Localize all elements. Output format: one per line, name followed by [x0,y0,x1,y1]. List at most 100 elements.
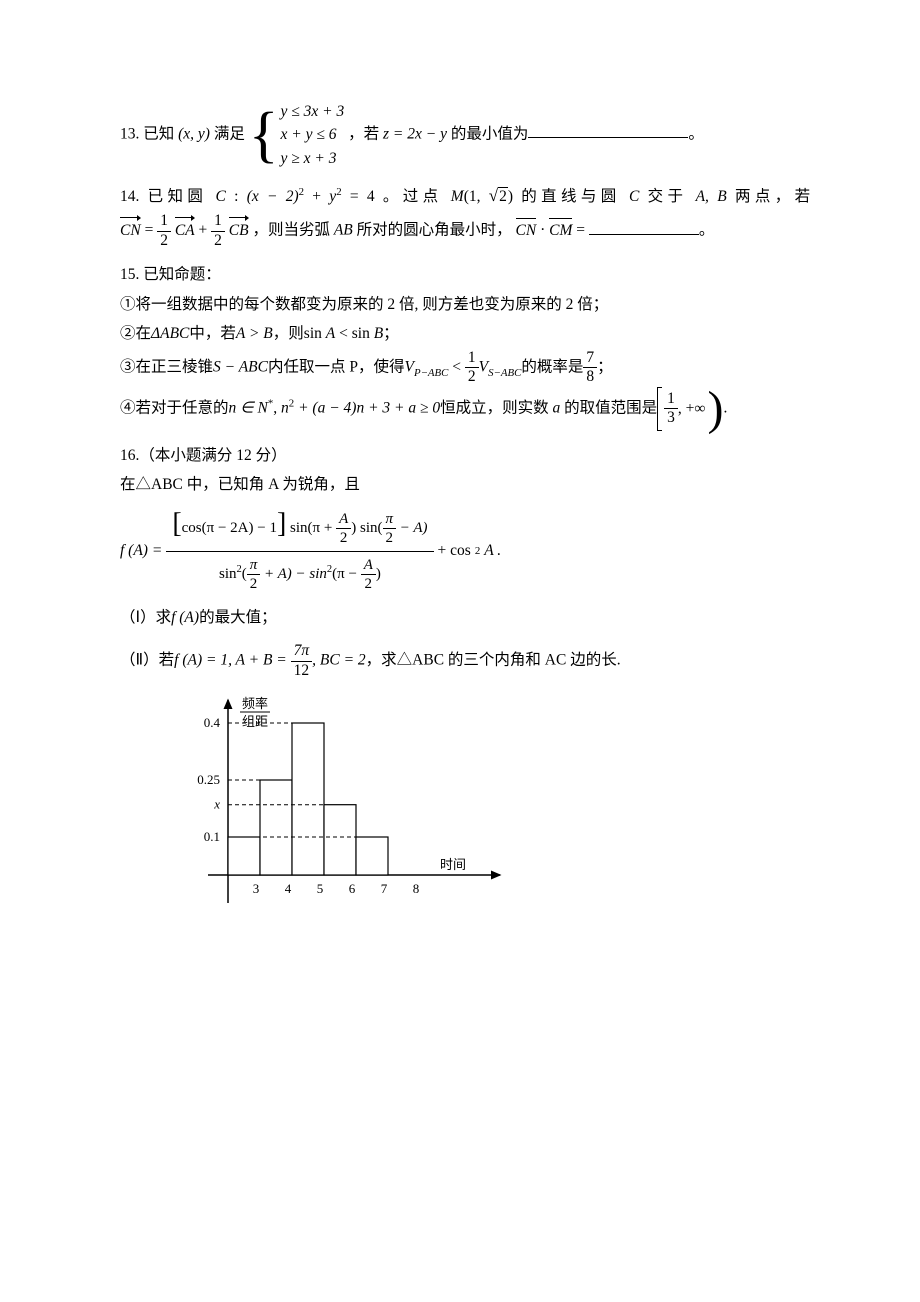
svg-text:8: 8 [413,881,420,896]
M: M [451,188,464,205]
tail: + cos [438,536,471,565]
text: . [723,399,727,416]
fA: f (A) [171,609,199,626]
text: 两点，若 [735,188,810,205]
V1-sub: P−ABC [414,366,448,378]
text: ，则当劣弧 [252,222,330,239]
svg-text:5: 5 [317,881,324,896]
lt: < [448,358,465,375]
V2-sub: S−ABC [488,366,521,378]
svg-text:3: 3 [253,881,260,896]
text: 的最小值为 [451,125,529,142]
circle-lhs: (x − 2) [247,188,299,205]
n-in-N: n ∈ N [229,399,268,416]
big-frac: [cos(π − 2A) − 1] sin(π + A2) sin(π2 − A… [166,506,433,597]
n: n [281,399,289,416]
constraint-1: y ≤ 3x + 3 [281,100,345,123]
AgtB: A > B [236,325,273,342]
histogram-svg: 频率组距时间 0.4 0.25 x 0.1 3 4 5 6 7 8 [150,690,510,920]
text: 。过点 [383,188,443,205]
V2: V [479,358,488,375]
text: 的最大值； [199,609,277,626]
text: ③在正三棱锥 [120,358,213,375]
text: ，若 [348,125,379,142]
colon: : [226,188,247,205]
svg-text:0.25: 0.25 [197,772,220,787]
svg-text:组距: 组距 [242,714,268,729]
z-expr: z = 2x − y [383,125,447,142]
sqrt2: √2 [489,180,508,212]
line-1: 14. 已知圆 C : (x − 2)2 + y2 = 4 。过点 M(1, √… [120,180,810,212]
svg-text:x: x [213,797,220,812]
half: 12 [465,349,479,387]
part-1: （Ⅰ）求f (A)的最大值； [120,603,810,632]
expr: (x, y) [178,125,210,142]
q-number: 16. [120,447,139,464]
line-1: 在△ABC 中，已知角 A 为锐角，且 [120,470,810,499]
half: 12 [211,212,225,250]
S-ABC: S − ABC [213,358,268,375]
AB: A, B [696,188,727,205]
line-2: CN = 12 CA + 12 CB ，则当劣弧 AB 所对的圆心角最小时， C… [120,212,810,250]
title: （本小题满分 12 分） [139,447,286,464]
seven-eighths: 78 [583,349,597,387]
ineq-rest: + (a − 4)n + 3 + a ≥ 0 [294,399,440,416]
problem-16: 16.（本小题满分 12 分） 在△ABC 中，已知角 A 为锐角，且 f (A… [120,441,810,681]
answer-blank[interactable] [528,122,688,139]
problem-15: 15. 已知命题： ①将一组数据中的每个数都变为原来的 2 倍, 则方差也变为原… [120,260,810,431]
problem-13: 13. 已知 (x, y) 满足 { y ≤ 3x + 3 x + y ≤ 6 … [120,100,810,170]
text: 。 [699,222,715,239]
text: ； [383,325,399,342]
half: 12 [157,212,171,250]
text: 满足 [214,125,245,142]
plus: + [304,188,329,205]
fA: f (A) = [120,536,162,565]
text: （Ⅰ）求 [120,609,171,626]
tail-A: A . [484,536,501,565]
svg-text:6: 6 [349,881,356,896]
V1: V [404,358,413,375]
svg-text:频率: 频率 [242,696,268,711]
vec-CN: CN [120,216,141,245]
C: C [629,188,639,205]
svg-text:0.4: 0.4 [204,715,221,730]
cond: f (A) = 1, A + B = [174,652,290,669]
seven-pi-12: 7π12 [291,642,313,680]
text: 中，若 [189,325,236,342]
text: ④若对于任意的 [120,399,229,416]
text: 内任取一点 P，使得 [268,358,405,375]
part-2: （Ⅱ）若f (A) = 1, A + B = 7π12, BC = 2，求△AB… [120,642,810,680]
statement-1: ①将一组数据中的每个数都变为原来的 2 倍, 则方差也变为原来的 2 倍； [120,290,810,319]
text: ，求△ABC 的三个内角和 AC 边的长. [366,652,621,669]
vec-CB: CB [229,216,249,245]
text: 的取值范围是 [564,399,657,416]
C: C [216,188,226,205]
text: （Ⅱ）若 [120,652,174,669]
text: 所对的圆心角最小时， [357,222,512,239]
arc-AB: AB [334,222,353,239]
vec-CA: CA [175,216,195,245]
svg-text:时间: 时间 [440,857,466,872]
svg-text:4: 4 [285,881,292,896]
q-number: 14. [120,188,139,205]
q-number: 13. [120,125,139,142]
Mpt-l: (1, [464,188,489,205]
sin-ineq: sin A < sin B [304,325,383,342]
text: 交于 [648,188,688,205]
text: 的直线与圆 [521,188,620,205]
seg-CN: CN [516,216,537,245]
text: 已知 [143,125,174,142]
eq4: = 4 [342,188,375,205]
tri-ABC: ΔABC [151,325,189,342]
fA-definition: f (A) = [cos(π − 2A) − 1] sin(π + A2) si… [120,506,810,597]
bc: , BC = 2 [312,652,366,669]
problem-14: 14. 已知圆 C : (x − 2)2 + y2 = 4 。过点 M(1, √… [120,180,810,251]
svg-text:0.1: 0.1 [204,829,220,844]
svg-text:7: 7 [381,881,388,896]
answer-blank[interactable] [589,218,699,235]
histogram-chart: 频率组距时间 0.4 0.25 x 0.1 3 4 5 6 7 8 [150,690,810,930]
q-number: 15. [120,266,139,283]
constraint-3: y ≥ x + 3 [281,147,345,170]
comma: , [273,399,281,416]
statement-2: ②在ΔABC中，若A > B，则sin A < sin B； [120,319,810,348]
